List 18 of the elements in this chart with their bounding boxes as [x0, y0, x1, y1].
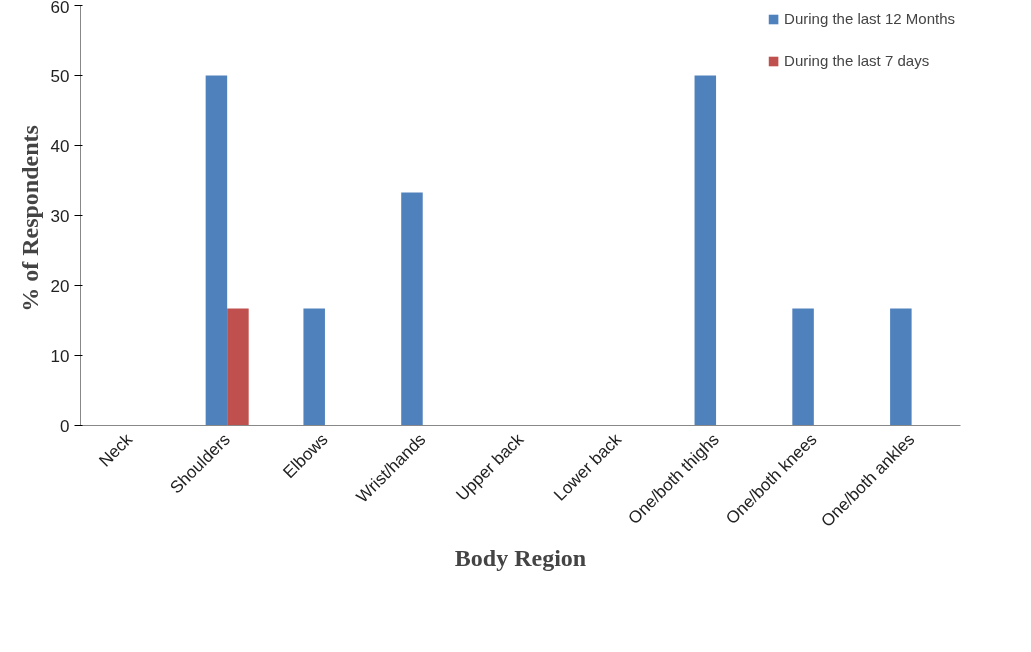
legend-label: During the last 7 days — [784, 52, 930, 69]
y-tick-label: 10 — [50, 346, 70, 366]
y-tick-label: 0 — [60, 416, 70, 436]
y-tick-label: 20 — [50, 276, 70, 296]
y-axis-title: % of Respondents — [16, 125, 43, 312]
bar — [303, 308, 325, 426]
y-tick-label: 30 — [50, 206, 70, 226]
bar — [890, 308, 912, 426]
x-axis-title: Body Region — [454, 545, 587, 572]
bar — [792, 308, 814, 426]
bar — [227, 308, 249, 426]
bar — [401, 192, 423, 426]
y-tick-label: 50 — [50, 66, 70, 86]
bar — [694, 75, 717, 426]
y-tick-label: 40 — [50, 136, 70, 156]
y-tick-label: 60 — [50, 0, 70, 17]
bar — [205, 75, 228, 426]
legend-label: During the last 12 Months — [784, 10, 955, 27]
